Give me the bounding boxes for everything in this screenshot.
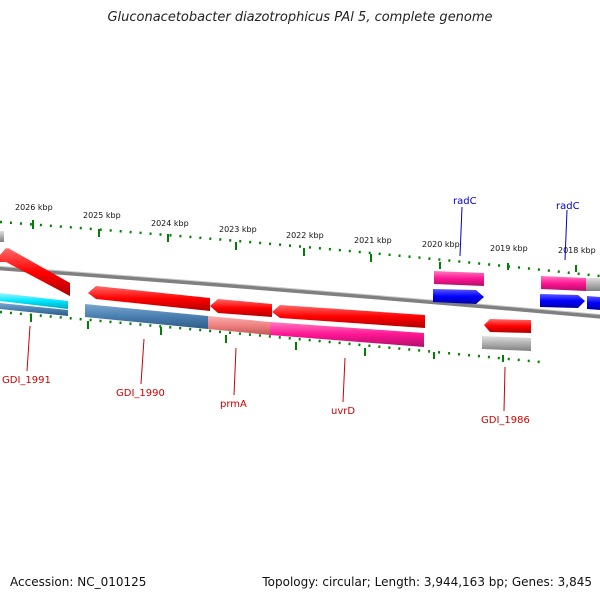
label-leaders-blue — [459, 206, 568, 261]
gene-arrow[interactable] — [587, 296, 600, 310]
cds-bar[interactable] — [0, 293, 68, 309]
gene-arrow-gdi-1990[interactable] — [88, 286, 210, 311]
tick-label: 2024 kbp — [151, 219, 189, 228]
gene-label[interactable]: GDI_1986 — [481, 415, 530, 426]
major-ticks-upper — [32, 220, 577, 272]
gene-label[interactable]: GDI_1990 — [116, 388, 165, 399]
gene-label[interactable]: uvrD — [331, 406, 355, 417]
tick-label: 2026 kbp — [15, 203, 53, 212]
gene-label[interactable]: prmA — [220, 399, 247, 410]
tick-label: 2020 kbp — [422, 240, 460, 249]
genome-backbone — [0, 266, 600, 319]
tick-label: 2022 kbp — [286, 231, 324, 240]
scale-arc-lower — [0, 310, 541, 364]
genome-summary-text: Topology: circular; Length: 3,944,163 bp… — [262, 575, 592, 589]
gene-arrow-radc[interactable] — [541, 276, 586, 291]
cds-bar[interactable] — [270, 322, 424, 347]
major-ticks-lower — [30, 314, 504, 362]
tick-label: 2025 kbp — [83, 211, 121, 220]
gene-label[interactable]: GDI_1991 — [2, 375, 51, 386]
gene-arrow-gdi-1986[interactable] — [484, 319, 531, 333]
accession-text: Accession: NC_010125 — [10, 575, 147, 589]
gene-arrow-radc[interactable] — [540, 294, 585, 308]
gene-arrow[interactable] — [586, 278, 600, 291]
gene-arrow-radc[interactable] — [433, 289, 484, 304]
tick-label: 2021 kbp — [354, 236, 392, 245]
gene-arrow[interactable] — [0, 231, 4, 242]
cds-bar[interactable] — [208, 316, 270, 335]
gene-arrow-uvrd[interactable] — [272, 305, 425, 328]
cds-bar[interactable] — [0, 303, 68, 316]
cds-bar[interactable] — [85, 304, 208, 329]
gene-label[interactable]: radC — [453, 196, 477, 207]
cds-bar[interactable] — [482, 336, 531, 351]
gene-label[interactable]: radC — [556, 201, 580, 212]
tick-label: 2019 kbp — [490, 244, 528, 253]
gene-arrow-gdi-1991[interactable] — [0, 248, 70, 296]
tick-label: 2023 kbp — [219, 225, 257, 234]
gene-arrow-prma[interactable] — [210, 299, 272, 317]
tick-label: 2018 kbp — [558, 246, 596, 255]
map-title: Gluconacetobacter diazotrophicus PAl 5, … — [107, 10, 493, 25]
label-leaders — [26, 325, 506, 412]
scale-arc-upper — [0, 220, 600, 278]
gene-arrow-radc[interactable] — [434, 271, 484, 286]
